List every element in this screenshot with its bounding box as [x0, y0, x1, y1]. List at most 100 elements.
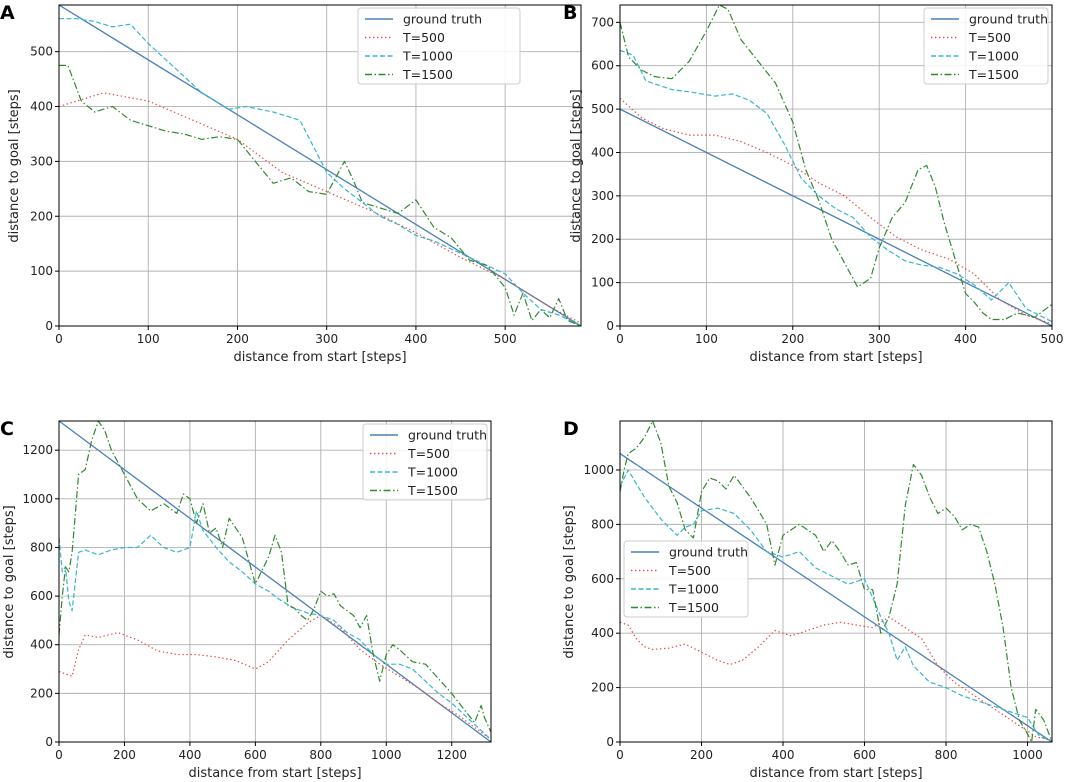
panel-d: D 0 200 400 600 800 1000 0 200 400 600 800 1000 dis… — [562, 418, 1053, 781]
panel-letter-a: A — [0, 2, 15, 24]
x-tick-label: 100 — [695, 332, 718, 346]
plot-frame-a — [58, 4, 582, 327]
y-tick-label: 200 — [30, 209, 53, 223]
series-line-t-1000 — [59, 18, 581, 326]
series-line-ground-truth — [59, 421, 491, 742]
y-axis-label-b: distance to goal [steps] — [569, 89, 584, 242]
y-tick-label: 400 — [591, 145, 614, 159]
x-tick-label: 0 — [55, 332, 63, 346]
y-tick-label: 0 — [606, 319, 614, 333]
x-tick-label: 200 — [113, 748, 136, 762]
y-tick-label: 200 — [591, 232, 614, 246]
x-tick-label: 600 — [853, 748, 876, 762]
y-tick-label: 600 — [591, 59, 614, 73]
legend-label: T=1500 — [968, 67, 1019, 82]
x-tick-label: 600 — [244, 748, 267, 762]
series-line-t-500 — [620, 97, 1052, 325]
legend-label: T=500 — [668, 563, 711, 578]
y-tick-label: 500 — [591, 102, 614, 116]
legend-label: T=1000 — [402, 49, 453, 64]
y-tick-label: 0 — [45, 319, 53, 333]
x-tick-label: 1000 — [371, 748, 402, 762]
legend-label: ground truth — [969, 12, 1048, 27]
panel-c: C 0 200 400 600 800 1000 1200 0 200 400 600 800 1000… — [0, 418, 492, 781]
legend-a: ground truth T=500 T=1000 T=1500 — [357, 7, 521, 85]
y-tick-label: 1200 — [22, 443, 53, 457]
panel-b: B 0 100 200 300 400 500 0 100 200 300 400 500 600 700… — [563, 2, 1063, 365]
y-axis-label-c: distance to goal [steps] — [2, 505, 17, 658]
x-axis-label-d: distance from start [steps] — [749, 766, 922, 781]
legend-label: ground truth — [403, 12, 482, 27]
legend-label: ground truth — [669, 545, 748, 560]
x-tick-label: 300 — [868, 332, 891, 346]
y-tick-label: 400 — [30, 100, 53, 114]
series-line-t-500 — [59, 92, 581, 324]
series-line-ground-truth — [59, 5, 581, 326]
x-tick-label: 1200 — [436, 748, 467, 762]
ticks-b: 0 100 200 300 400 500 0 100 200 300 400 500 600 700 — [591, 15, 1063, 346]
x-tick-label: 0 — [55, 748, 63, 762]
x-tick-label: 500 — [494, 332, 517, 346]
series-line-t-1500 — [59, 64, 581, 326]
x-axis-label-a: distance from start [steps] — [233, 350, 406, 365]
ticks-d: 0 200 400 600 800 1000 0 200 400 600 800 1000 — [583, 463, 1042, 762]
y-tick-label: 1000 — [583, 463, 614, 477]
plot-frame-b — [619, 4, 1053, 327]
x-tick-label: 300 — [315, 332, 338, 346]
y-tick-label: 400 — [30, 638, 53, 652]
x-tick-label: 200 — [781, 332, 804, 346]
x-tick-label: 400 — [404, 332, 427, 346]
panel-a: A 0 100 200 300 400 500 0 100 200 300 400 500 dista… — [0, 2, 582, 365]
legend-label: T=1000 — [668, 582, 719, 597]
x-tick-label: 400 — [772, 748, 795, 762]
legend-label: T=1500 — [402, 67, 453, 82]
y-tick-label: 0 — [606, 735, 614, 749]
legend-box — [923, 7, 1049, 85]
legend-c: ground truth T=500 T=1000 T=1500 — [362, 423, 488, 501]
legend-d: ground truth T=500 T=1000 T=1500 — [623, 540, 749, 618]
series-group-c — [59, 421, 491, 742]
x-tick-label: 800 — [935, 748, 958, 762]
series-line-t-500 — [59, 614, 491, 741]
ticks-c: 0 200 400 600 800 1000 1200 0 200 400 600 800 1000 12… — [22, 443, 467, 762]
y-tick-label: 300 — [30, 154, 53, 168]
series-line-t-1500 — [620, 421, 1052, 742]
series-group-b — [620, 5, 1052, 326]
y-axis-label-a: distance to goal [steps] — [7, 89, 22, 242]
legend-label: T=500 — [407, 446, 450, 461]
x-tick-label: 100 — [137, 332, 160, 346]
series-line-t-500 — [620, 616, 1052, 742]
y-tick-label: 100 — [30, 264, 53, 278]
series-line-ground-truth — [620, 453, 1052, 742]
y-axis-label-d: distance to goal [steps] — [562, 505, 577, 658]
y-tick-label: 200 — [30, 686, 53, 700]
y-tick-label: 500 — [30, 45, 53, 59]
y-tick-label: 400 — [591, 626, 614, 640]
y-tick-label: 100 — [591, 276, 614, 290]
y-tick-label: 200 — [591, 681, 614, 695]
series-line-t-1000 — [620, 49, 1052, 323]
y-tick-label: 1000 — [22, 492, 53, 506]
legend-label: T=1000 — [407, 465, 458, 480]
x-tick-label: 200 — [226, 332, 249, 346]
y-tick-label: 600 — [591, 572, 614, 586]
series-line-t-1000 — [620, 469, 1052, 742]
y-tick-label: 300 — [591, 189, 614, 203]
legend-label: T=1000 — [968, 49, 1019, 64]
x-tick-label: 400 — [178, 748, 201, 762]
legend-label: T=500 — [402, 30, 445, 45]
series-group-d — [620, 421, 1052, 742]
ticks-a: 0 100 200 300 400 500 0 100 200 300 400 500 — [30, 45, 517, 346]
legend-label: T=1500 — [668, 600, 719, 615]
legend-box — [623, 540, 749, 618]
panel-letter-b: B — [563, 2, 577, 24]
y-tick-label: 700 — [591, 15, 614, 29]
legend-label: T=1500 — [407, 483, 458, 498]
x-tick-label: 200 — [690, 748, 713, 762]
legend-b: ground truth T=500 T=1000 T=1500 — [923, 7, 1049, 85]
x-tick-label: 500 — [1041, 332, 1064, 346]
legend-label: ground truth — [408, 428, 487, 443]
series-line-t-1000 — [59, 510, 491, 741]
panel-letter-d: D — [563, 418, 579, 440]
